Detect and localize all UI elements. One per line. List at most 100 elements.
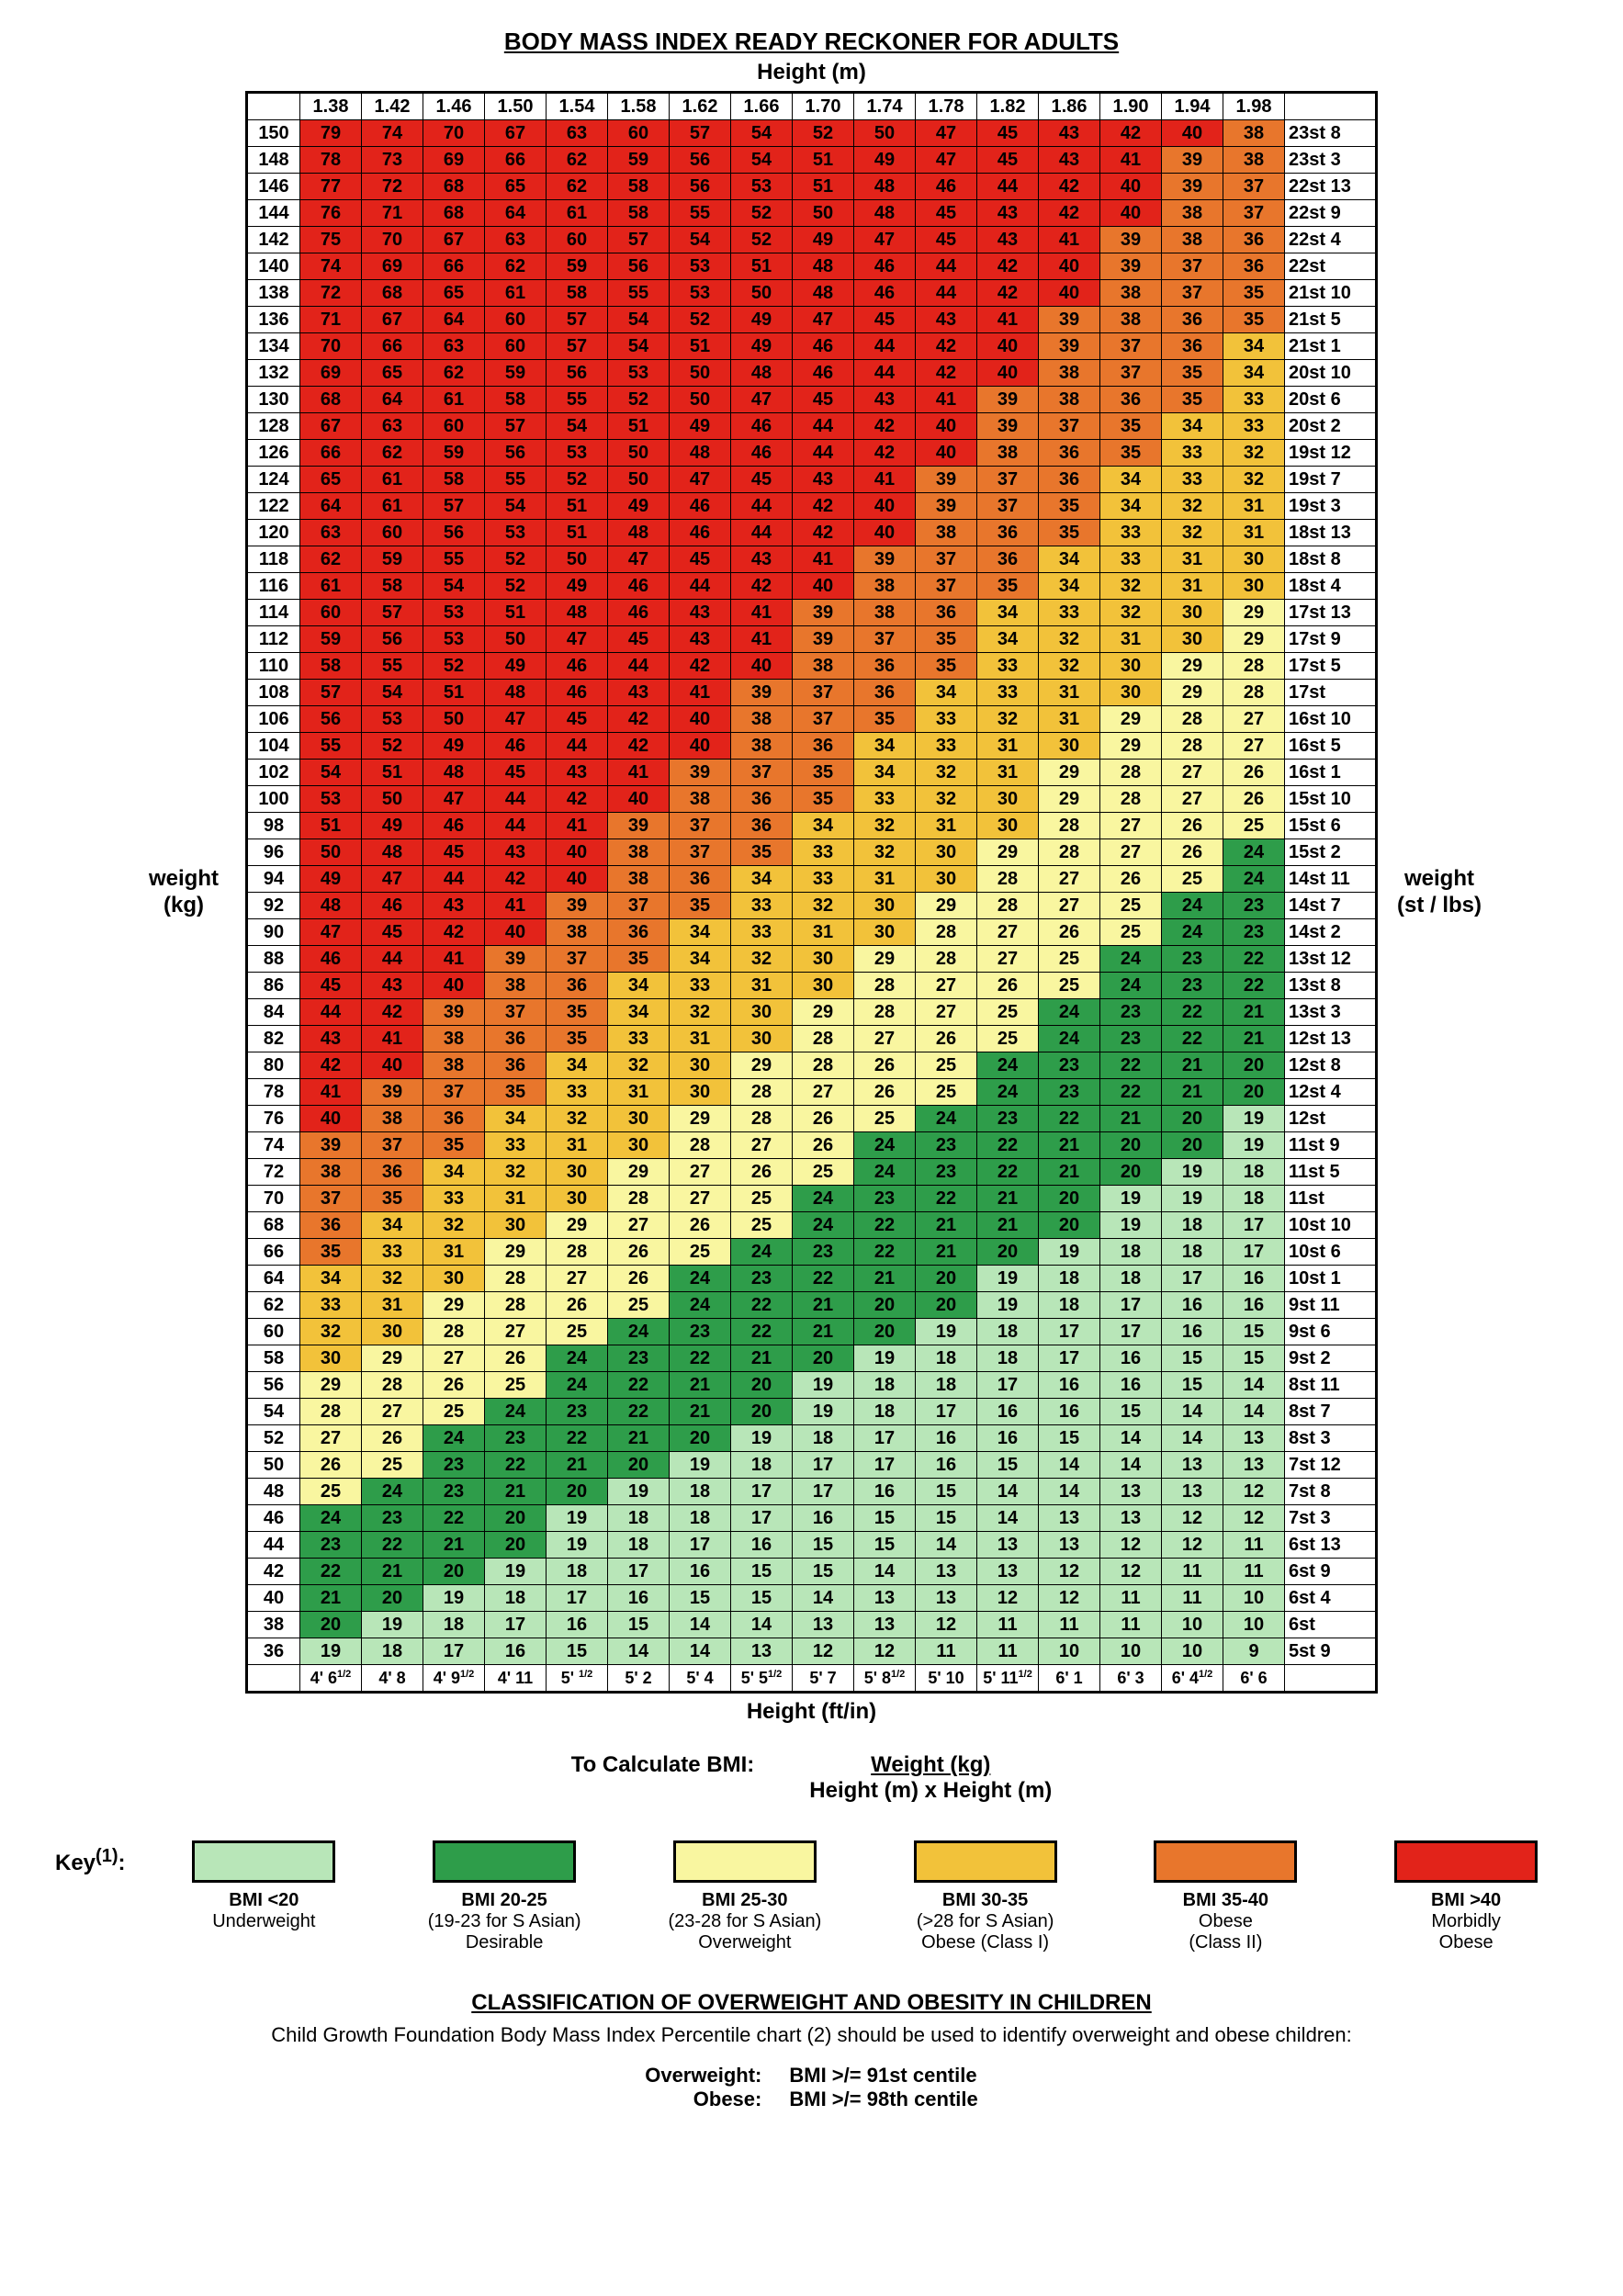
bmi-cell: 44: [731, 493, 793, 520]
bmi-cell: 17: [1039, 1345, 1100, 1372]
bmi-cell: 66: [485, 147, 547, 174]
weight-kg-cell: 98: [247, 813, 300, 839]
bmi-cell: 27: [977, 919, 1039, 946]
bmi-cell: 29: [1223, 626, 1285, 653]
bmi-cell: 36: [854, 680, 916, 706]
bmi-cell: 44: [916, 253, 977, 280]
bmi-cell: 12: [1039, 1585, 1100, 1612]
bmi-cell: 17: [793, 1479, 854, 1505]
bmi-cell: 40: [977, 333, 1039, 360]
bmi-cell: 56: [485, 440, 547, 467]
bmi-cell: 25: [423, 1399, 485, 1425]
bmi-cell: 29: [793, 999, 854, 1026]
corner: [1285, 93, 1377, 120]
bmi-cell: 40: [608, 786, 670, 813]
bmi-cell: 62: [547, 174, 608, 200]
bmi-cell: 25: [793, 1159, 854, 1186]
bmi-cell: 64: [485, 200, 547, 227]
bmi-table: 1.381.421.461.501.541.581.621.661.701.74…: [245, 91, 1378, 1694]
bmi-cell: 27: [1162, 760, 1223, 786]
bmi-cell: 56: [547, 360, 608, 387]
bmi-cell: 36: [670, 866, 731, 893]
bmi-cell: 40: [1039, 253, 1100, 280]
bmi-cell: 74: [300, 253, 362, 280]
bmi-cell: 29: [547, 1212, 608, 1239]
bmi-cell: 63: [362, 413, 423, 440]
bmi-cell: 39: [1039, 333, 1100, 360]
weight-st-cell: 12st 8: [1285, 1052, 1377, 1079]
bmi-cell: 32: [1223, 467, 1285, 493]
weight-kg-cell: 48: [247, 1479, 300, 1505]
bmi-cell: 24: [1223, 839, 1285, 866]
bmi-cell: 45: [916, 227, 977, 253]
bmi-cell: 24: [362, 1479, 423, 1505]
bmi-cell: 27: [547, 1266, 608, 1292]
bmi-cell: 43: [916, 307, 977, 333]
bmi-cell: 35: [362, 1186, 423, 1212]
bmi-cell: 27: [1223, 706, 1285, 733]
bmi-cell: 31: [608, 1079, 670, 1106]
bmi-cell: 35: [1100, 440, 1162, 467]
bmi-cell: 13: [1039, 1532, 1100, 1559]
bmi-cell: 30: [1162, 626, 1223, 653]
weight-kg-cell: 116: [247, 573, 300, 600]
bmi-cell: 42: [608, 706, 670, 733]
bmi-cell: 51: [547, 520, 608, 546]
bmi-cell: 40: [1100, 200, 1162, 227]
bmi-cell: 53: [731, 174, 793, 200]
weight-kg-cell: 66: [247, 1239, 300, 1266]
bmi-cell: 33: [1100, 546, 1162, 573]
bmi-cell: 41: [608, 760, 670, 786]
weight-kg-cell: 134: [247, 333, 300, 360]
bmi-cell: 58: [423, 467, 485, 493]
weight-kg-cell: 76: [247, 1106, 300, 1132]
bmi-cell: 18: [1162, 1239, 1223, 1266]
bmi-cell: 20: [1162, 1106, 1223, 1132]
bmi-cell: 50: [608, 467, 670, 493]
bmi-cell: 40: [854, 493, 916, 520]
bmi-cell: 32: [362, 1266, 423, 1292]
bmi-cell: 29: [1039, 760, 1100, 786]
bmi-cell: 31: [1100, 626, 1162, 653]
bmi-cell: 11: [1039, 1612, 1100, 1638]
bmi-cell: 41: [1039, 227, 1100, 253]
bmi-cell: 13: [1100, 1505, 1162, 1532]
bmi-cell: 39: [1039, 307, 1100, 333]
bmi-cell: 49: [731, 307, 793, 333]
bmi-cell: 13: [1100, 1479, 1162, 1505]
bmi-cell: 66: [362, 333, 423, 360]
bmi-cell: 19: [1100, 1186, 1162, 1212]
bmi-cell: 37: [977, 467, 1039, 493]
bmi-cell: 58: [300, 653, 362, 680]
bmi-cell: 47: [670, 467, 731, 493]
key-row: Key(1): BMI <20 Underweight BMI 20-25 (1…: [55, 1840, 1568, 1953]
bmi-cell: 48: [547, 600, 608, 626]
bmi-cell: 25: [731, 1186, 793, 1212]
bmi-cell: 48: [485, 680, 547, 706]
bmi-cell: 38: [977, 440, 1039, 467]
weight-st-cell: 21st 10: [1285, 280, 1377, 307]
bmi-cell: 37: [1162, 253, 1223, 280]
bmi-cell: 16: [1223, 1292, 1285, 1319]
bmi-cell: 30: [423, 1266, 485, 1292]
bmi-cell: 38: [1100, 307, 1162, 333]
bmi-cell: 28: [1162, 733, 1223, 760]
bmi-cell: 51: [423, 680, 485, 706]
bmi-cell: 22: [977, 1132, 1039, 1159]
bmi-cell: 12: [1223, 1479, 1285, 1505]
bmi-cell: 44: [793, 413, 854, 440]
bmi-cell: 42: [854, 440, 916, 467]
weight-st-cell: 17st 5: [1285, 653, 1377, 680]
weight-st-cell: 16st 1: [1285, 760, 1377, 786]
bmi-cell: 58: [608, 200, 670, 227]
weight-kg-cell: 90: [247, 919, 300, 946]
height-ft-cell: 5' 10: [916, 1665, 977, 1693]
weight-kg-cell: 130: [247, 387, 300, 413]
bmi-cell: 46: [423, 813, 485, 839]
bmi-cell: 42: [485, 866, 547, 893]
bmi-cell: 42: [547, 786, 608, 813]
height-ft-cell: 5' 1/2: [547, 1665, 608, 1693]
bmi-cell: 30: [793, 973, 854, 999]
weight-kg-cell: 108: [247, 680, 300, 706]
key-swatch: [192, 1840, 335, 1883]
